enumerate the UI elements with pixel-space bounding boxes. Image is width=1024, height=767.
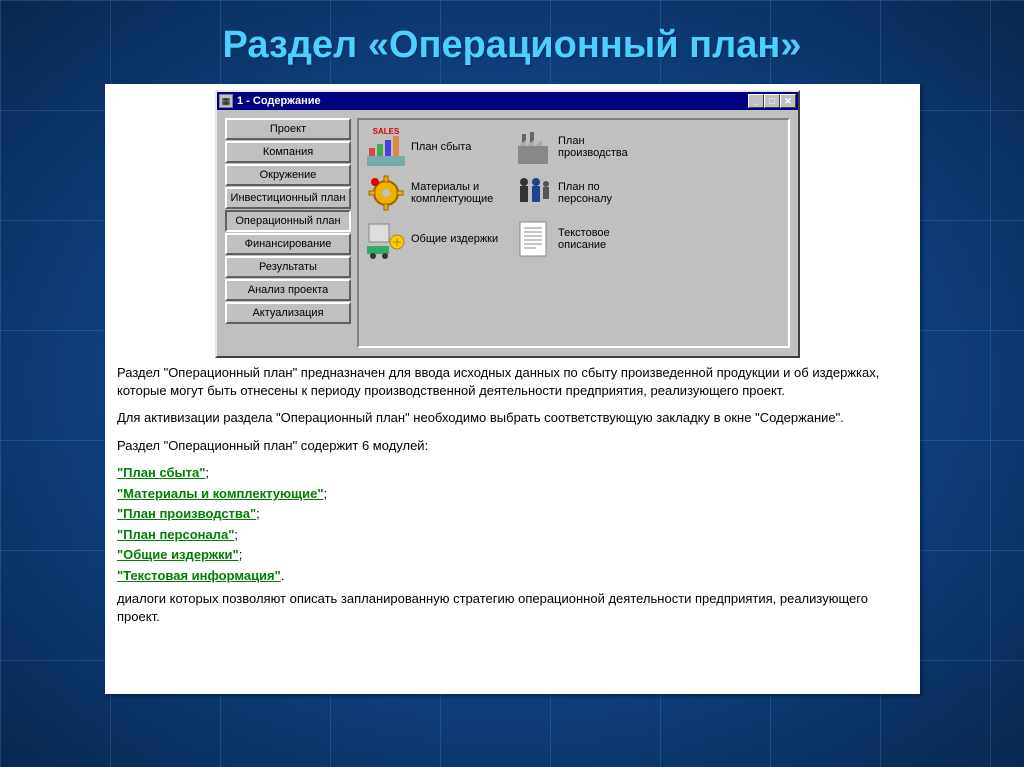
sidebar-item-5[interactable]: Финансирование — [225, 233, 351, 255]
minimize-button[interactable]: _ — [748, 94, 764, 108]
module-label: Материалы и комплектующие — [411, 181, 500, 205]
app-window: ▦ 1 - Содержание _ □ ✕ ПроектКомпанияОкр… — [215, 90, 800, 358]
sidebar: ПроектКомпанияОкружениеИнвестиционный пл… — [225, 118, 351, 348]
sidebar-item-1[interactable]: Компания — [225, 141, 351, 163]
module-link-0[interactable]: "План сбыта" — [117, 465, 205, 480]
module-link-5[interactable]: "Текстовая информация" — [117, 568, 281, 583]
sidebar-item-0[interactable]: Проект — [225, 118, 351, 140]
module-label: План производства — [558, 135, 647, 159]
factory-icon — [512, 126, 554, 168]
maximize-button[interactable]: □ — [764, 94, 780, 108]
module-truck[interactable]: Общие издержки — [365, 218, 500, 260]
modules-area: SALES План сбыта План производства Материал… — [357, 118, 790, 348]
module-label: План сбыта — [411, 141, 471, 153]
people-icon — [512, 172, 554, 214]
sidebar-item-4[interactable]: Операционный план — [225, 210, 351, 232]
module-label: Текстовое описание — [558, 227, 647, 251]
sidebar-item-7[interactable]: Анализ проекта — [225, 279, 351, 301]
module-doc[interactable]: Текстовое описание — [512, 218, 647, 260]
window-title: 1 - Содержание — [237, 95, 748, 107]
gear-icon — [365, 172, 407, 214]
module-factory[interactable]: План производства — [512, 126, 647, 168]
module-label: Общие издержки — [411, 233, 498, 245]
paragraph: Для активизации раздела "Операционный пл… — [117, 409, 908, 427]
description-text: Раздел "Операционный план" предназначен … — [117, 364, 908, 636]
module-gear[interactable]: Материалы и комплектующие — [365, 172, 500, 214]
window-titlebar[interactable]: ▦ 1 - Содержание _ □ ✕ — [217, 92, 798, 110]
doc-icon — [512, 218, 554, 260]
module-links-list: "План сбыта";"Материалы и комплектующие"… — [117, 464, 908, 584]
window-body: ПроектКомпанияОкружениеИнвестиционный пл… — [217, 110, 798, 356]
window-icon: ▦ — [219, 94, 233, 108]
truck-icon — [365, 218, 407, 260]
sidebar-item-8[interactable]: Актуализация — [225, 302, 351, 324]
module-link-4[interactable]: "Общие издержки" — [117, 547, 239, 562]
module-link-1[interactable]: "Материалы и комплектующие" — [117, 486, 324, 501]
module-label: План по персоналу — [558, 181, 647, 205]
sidebar-item-6[interactable]: Результаты — [225, 256, 351, 278]
sidebar-item-2[interactable]: Окружение — [225, 164, 351, 186]
slide-title: Раздел «Операционный план» — [0, 24, 1024, 67]
module-link-2[interactable]: "План производства" — [117, 506, 256, 521]
sales-icon: SALES — [365, 126, 407, 168]
content-panel: ▦ 1 - Содержание _ □ ✕ ПроектКомпанияОкр… — [105, 84, 920, 694]
module-link-3[interactable]: "План персонала" — [117, 527, 234, 542]
paragraph: Раздел "Операционный план" предназначен … — [117, 364, 908, 399]
module-people[interactable]: План по персоналу — [512, 172, 647, 214]
close-button[interactable]: ✕ — [780, 94, 796, 108]
module-sales[interactable]: SALES План сбыта — [365, 126, 500, 168]
svg-text:SALES: SALES — [373, 127, 400, 136]
paragraph: Раздел "Операционный план" содержит 6 мо… — [117, 437, 908, 455]
sidebar-item-3[interactable]: Инвестиционный план — [225, 187, 351, 209]
paragraph: диалоги которых позволяют описать заплан… — [117, 590, 908, 625]
